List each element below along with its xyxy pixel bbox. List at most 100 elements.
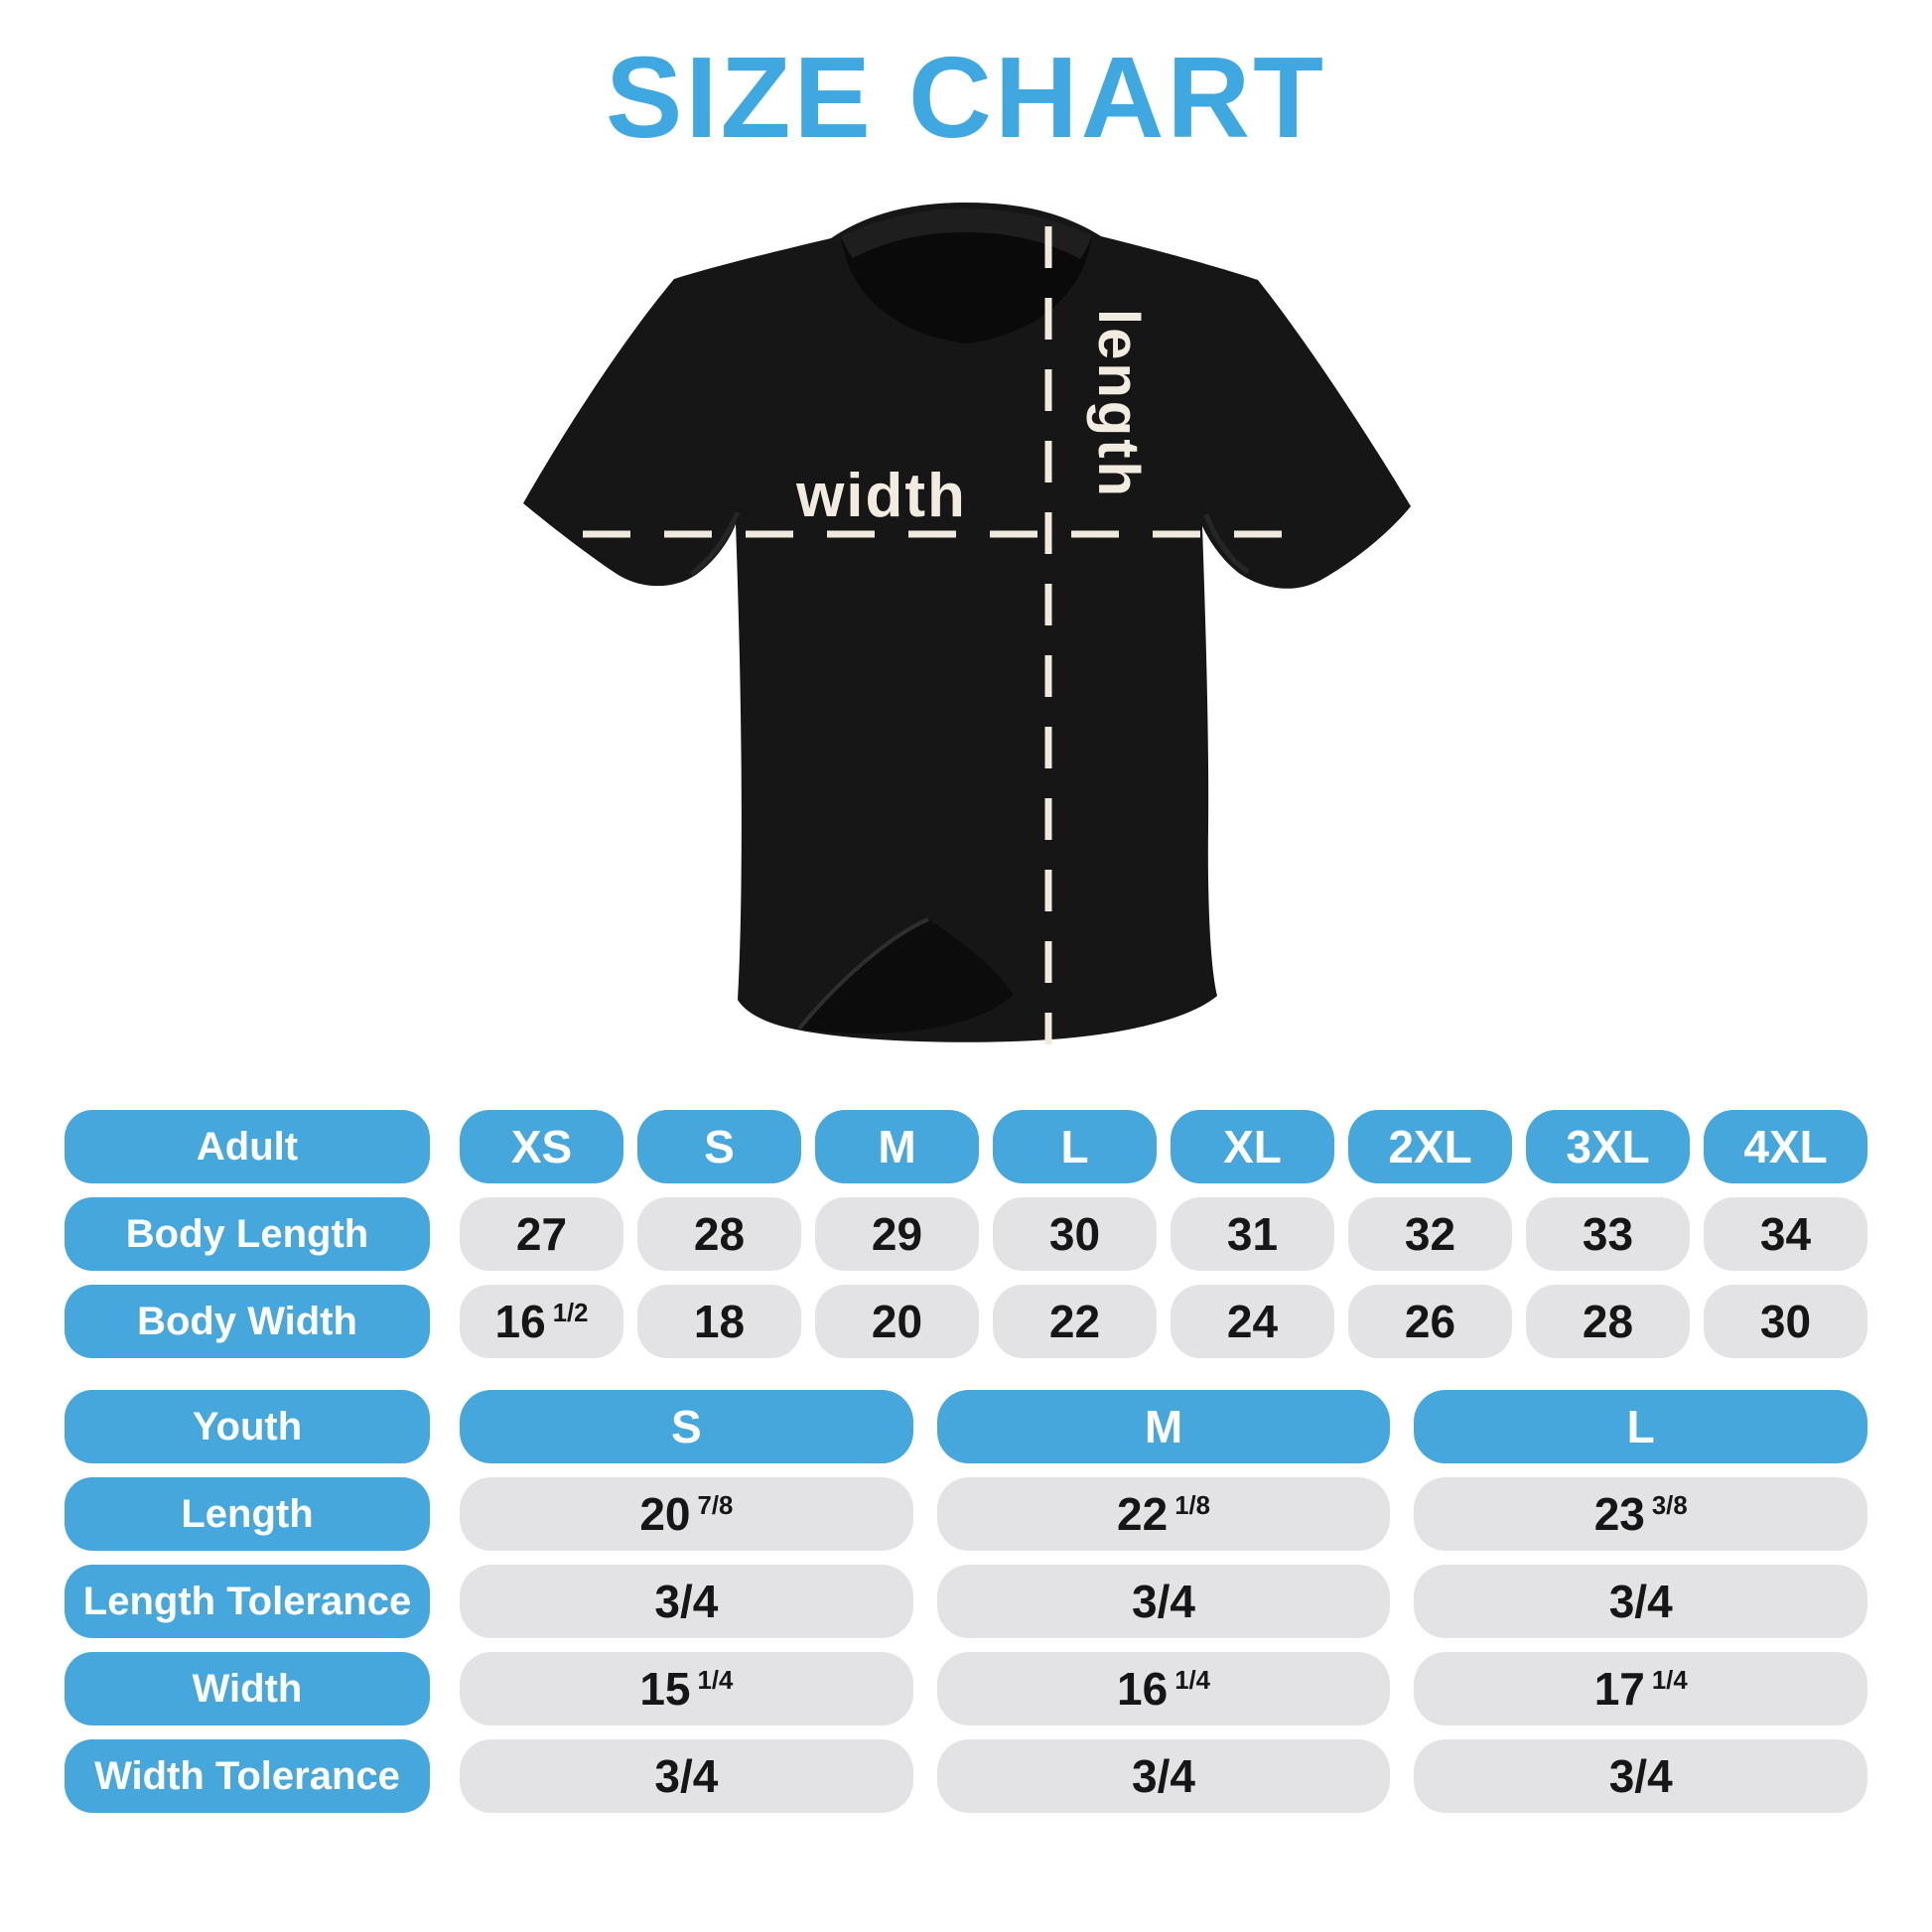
value-cell: 26 <box>1348 1285 1512 1358</box>
youth-width-tolerance-row: Width Tolerance 3/4 3/4 3/4 <box>65 1739 1868 1813</box>
size-pill-m: M <box>815 1110 979 1183</box>
adult-header-row: Adult XS S M L XL 2XL 3XL 4XL <box>65 1110 1867 1183</box>
value-number: 32 <box>1404 1208 1456 1260</box>
value-cell: 27 <box>460 1197 623 1271</box>
value-cell: 30 <box>993 1197 1157 1271</box>
adult-header-label: Adult <box>65 1110 430 1183</box>
value-number: 27 <box>515 1208 568 1260</box>
value-cell: 20 <box>815 1285 979 1358</box>
value-number: 29 <box>871 1208 923 1260</box>
value-cell: 30 <box>1704 1285 1867 1358</box>
value-fraction: 7/8 <box>697 1491 734 1520</box>
adult-body-width-values: 16 1/2 18 20 22 24 26 28 30 <box>460 1285 1867 1358</box>
size-pill-4xl: 4XL <box>1704 1110 1867 1183</box>
value-cell: 3/4 <box>460 1739 913 1813</box>
value-number: 26 <box>1404 1296 1456 1347</box>
value-number: 3/4 <box>654 1750 719 1802</box>
row-label: Length Tolerance <box>65 1565 430 1638</box>
value-cell: 23 3/8 <box>1414 1477 1868 1551</box>
youth-width-tolerance-values: 3/4 3/4 3/4 <box>460 1739 1868 1813</box>
value-fraction: 1/4 <box>697 1666 734 1695</box>
value-fraction: 3/8 <box>1651 1491 1688 1520</box>
value-fraction: 1/4 <box>1651 1666 1688 1695</box>
value-cell: 31 <box>1171 1197 1334 1271</box>
tshirt-collar-band <box>841 208 1092 259</box>
value-number: 30 <box>1048 1208 1101 1260</box>
value-number: 28 <box>693 1208 746 1260</box>
value-cell: 3/4 <box>936 1565 1391 1638</box>
value-cell: 16 1/2 <box>460 1285 623 1358</box>
value-cell: 28 <box>1526 1285 1690 1358</box>
youth-header-row: Youth S M L <box>65 1390 1868 1463</box>
value-number: 31 <box>1226 1208 1279 1260</box>
row-label: Width <box>65 1652 430 1725</box>
value-cell: 32 <box>1348 1197 1512 1271</box>
adult-body-length-row: Body Length 27 28 29 30 31 32 33 34 <box>65 1197 1867 1271</box>
value-number: 22 <box>1117 1488 1169 1540</box>
adult-body-width-row: Body Width 16 1/2 18 20 22 24 26 28 30 <box>65 1285 1867 1358</box>
value-number: 3/4 <box>1132 1750 1195 1802</box>
value-cell: 3/4 <box>1414 1739 1868 1813</box>
youth-length-tolerance-values: 3/4 3/4 3/4 <box>460 1565 1868 1638</box>
row-label: Width Tolerance <box>65 1739 430 1813</box>
tshirt-body <box>523 203 1411 1042</box>
value-cell: 29 <box>815 1197 979 1271</box>
size-pill-s: S <box>637 1110 801 1183</box>
value-number: 3/4 <box>1608 1750 1673 1802</box>
value-fraction: 1/4 <box>1174 1666 1210 1695</box>
youth-length-tolerance-row: Length Tolerance 3/4 3/4 3/4 <box>65 1565 1868 1638</box>
width-label: width <box>795 462 967 530</box>
value-number: 30 <box>1759 1296 1812 1347</box>
value-number: 3/4 <box>1132 1576 1195 1627</box>
hem-fold-highlight <box>797 917 929 1031</box>
value-number: 28 <box>1582 1296 1634 1347</box>
youth-header-label: Youth <box>65 1390 430 1463</box>
youth-size-pill-s: S <box>460 1390 913 1463</box>
right-sleeve-seam <box>1203 513 1250 575</box>
value-number: 17 <box>1593 1663 1645 1715</box>
value-cell: 3/4 <box>936 1739 1391 1813</box>
youth-width-row: Width 15 1/4 16 1/4 17 1/4 <box>65 1652 1868 1725</box>
row-label: Body Width <box>65 1285 430 1358</box>
value-number: 3/4 <box>1608 1576 1673 1627</box>
tshirt-graphic: width length <box>523 203 1411 1044</box>
value-cell: 22 <box>993 1285 1157 1358</box>
length-label: length <box>1086 309 1151 499</box>
value-cell: 33 <box>1526 1197 1690 1271</box>
value-number: 18 <box>693 1296 746 1347</box>
page-title: SIZE CHART <box>606 33 1326 162</box>
left-sleeve-seam <box>689 511 741 577</box>
size-pill-l: L <box>993 1110 1157 1183</box>
value-cell: 24 <box>1171 1285 1334 1358</box>
value-cell: 16 1/4 <box>936 1652 1391 1725</box>
value-cell: 3/4 <box>460 1565 913 1638</box>
size-pill-3xl: 3XL <box>1526 1110 1690 1183</box>
adult-body-length-values: 27 28 29 30 31 32 33 34 <box>460 1197 1867 1271</box>
value-number: 15 <box>639 1663 691 1715</box>
youth-size-pill-m: M <box>936 1390 1391 1463</box>
size-tables: Adult XS S M L XL 2XL 3XL 4XL Body Lengt… <box>65 1110 1868 1827</box>
value-number: 16 <box>494 1296 546 1347</box>
value-number: 20 <box>871 1296 923 1347</box>
size-pill-2xl: 2XL <box>1348 1110 1512 1183</box>
value-cell: 3/4 <box>1414 1565 1868 1638</box>
hem-fold-shadow <box>799 919 1014 1035</box>
size-pill-xs: XS <box>460 1110 623 1183</box>
value-number: 22 <box>1048 1296 1101 1347</box>
youth-length-row: Length 20 7/8 22 1/8 23 3/8 <box>65 1477 1868 1551</box>
value-cell: 15 1/4 <box>460 1652 913 1725</box>
value-cell: 17 1/4 <box>1414 1652 1868 1725</box>
youth-size-pill-l: L <box>1414 1390 1868 1463</box>
value-number: 33 <box>1582 1208 1634 1260</box>
value-number: 23 <box>1593 1488 1645 1540</box>
value-fraction: 1/2 <box>552 1299 589 1327</box>
youth-length-values: 20 7/8 22 1/8 23 3/8 <box>460 1477 1868 1551</box>
value-cell: 34 <box>1704 1197 1867 1271</box>
tshirt-diagram: width length <box>499 185 1433 1058</box>
adult-header-sizes: XS S M L XL 2XL 3XL 4XL <box>460 1110 1867 1183</box>
value-cell: 20 7/8 <box>460 1477 913 1551</box>
row-label: Length <box>65 1477 430 1551</box>
value-number: 3/4 <box>654 1576 719 1627</box>
youth-header-sizes: S M L <box>460 1390 1868 1463</box>
